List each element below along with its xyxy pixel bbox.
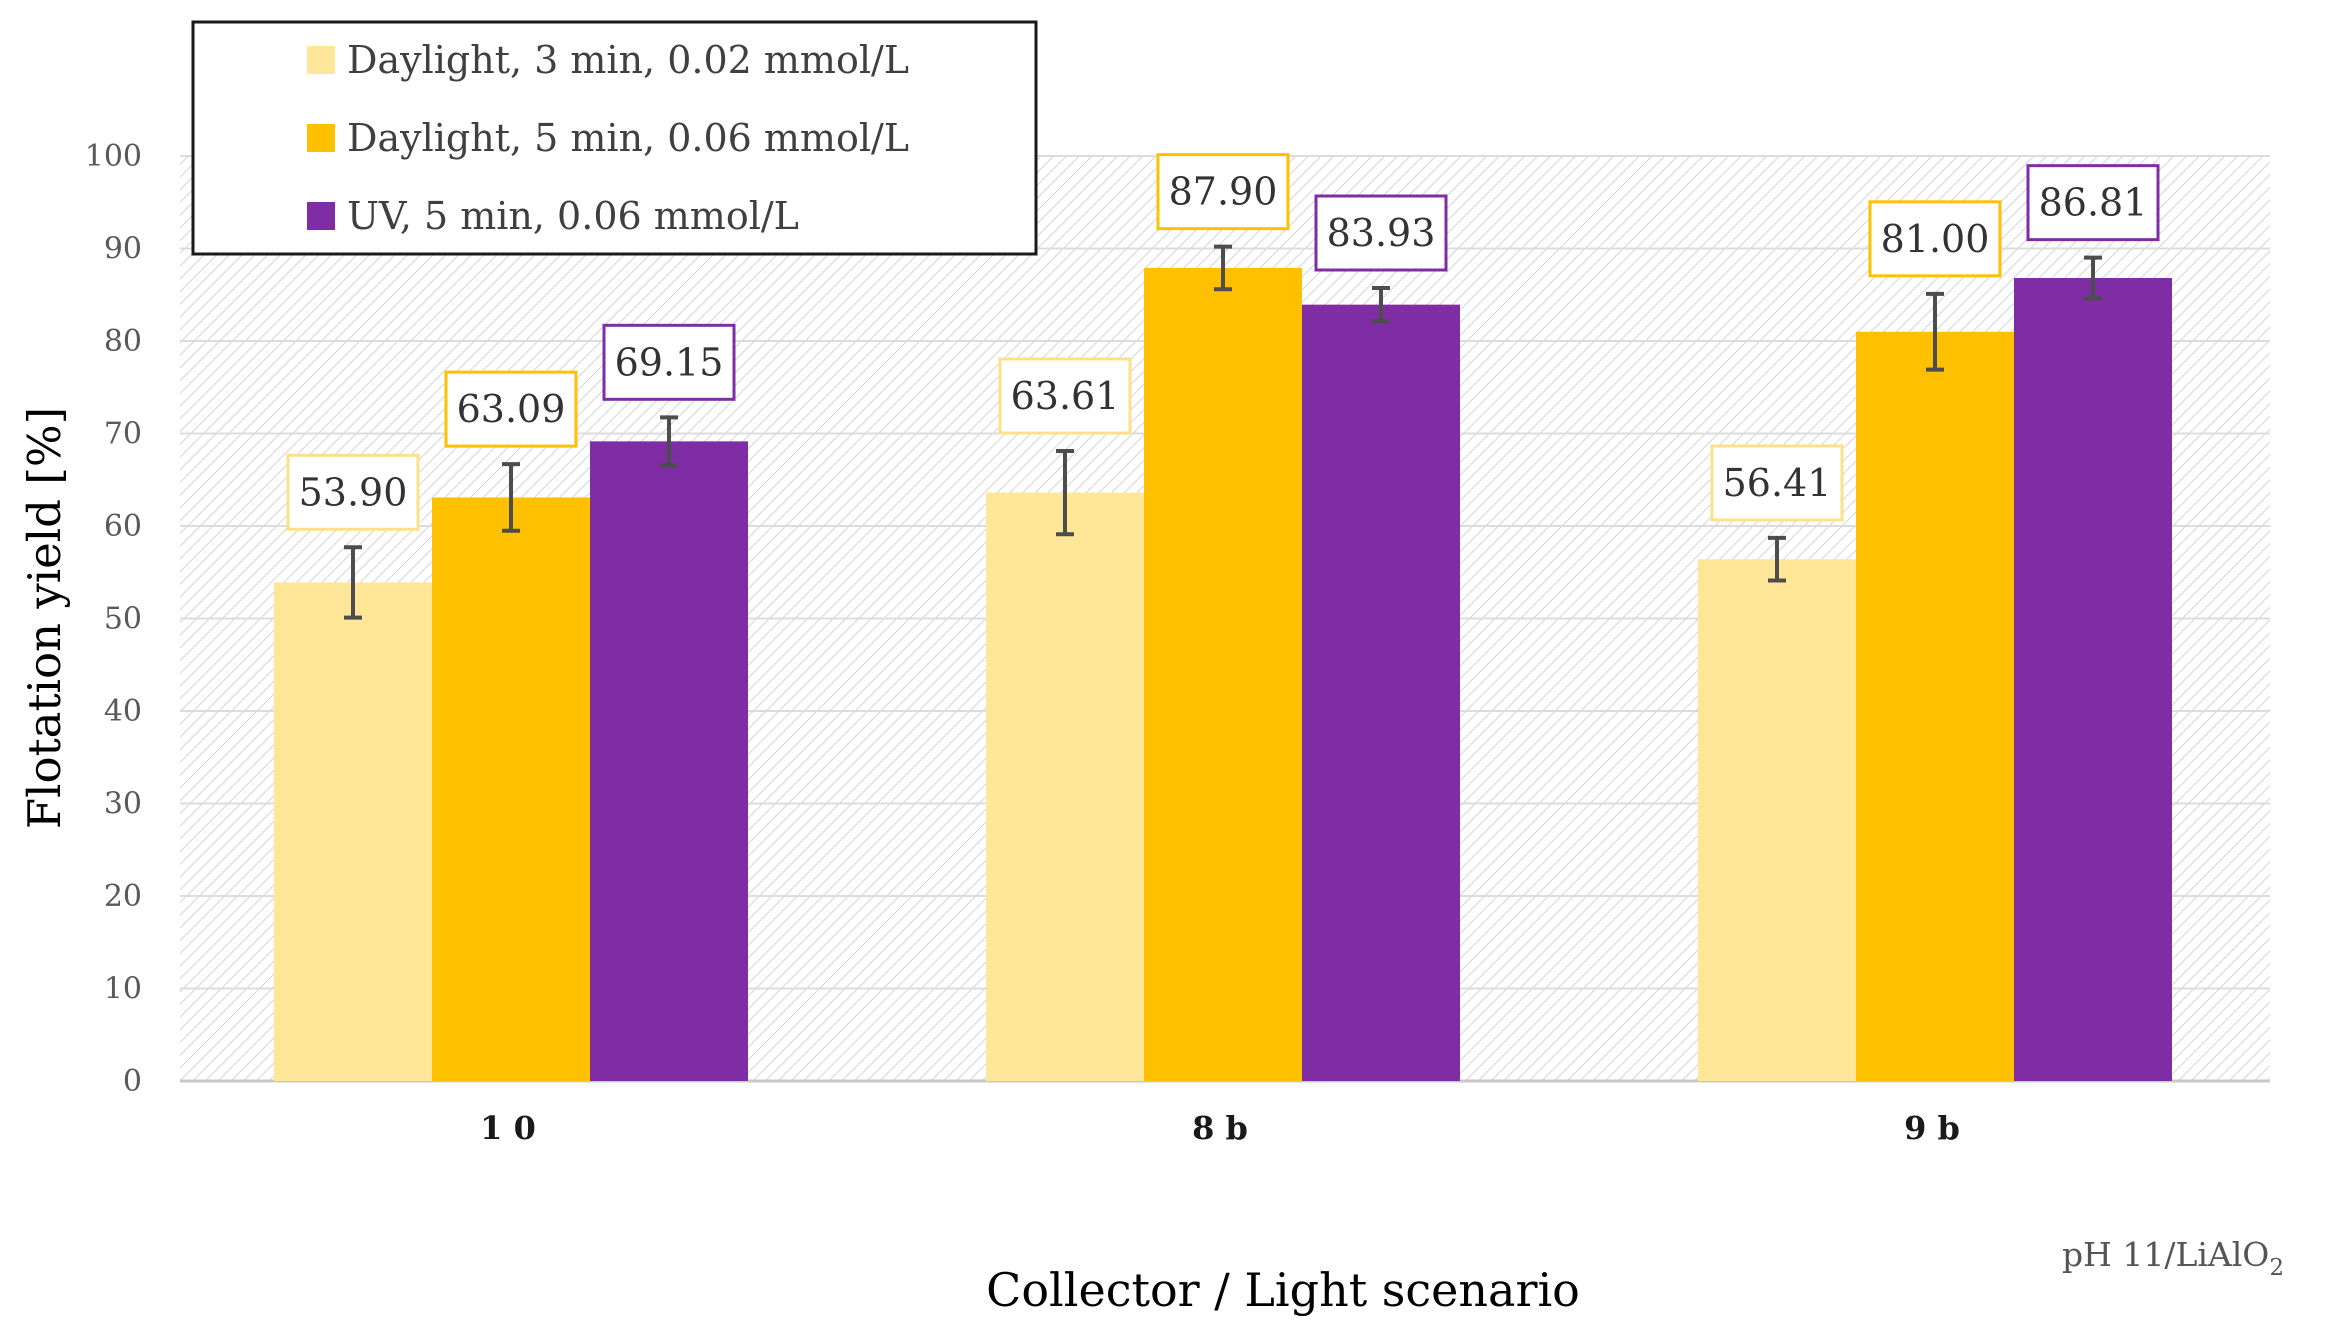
y-axis-label: Flotation yield [%] xyxy=(18,407,71,829)
y-tick-label: 80 xyxy=(104,324,142,359)
bar xyxy=(986,492,1144,1081)
x-tick-label: 8 b xyxy=(1192,1109,1248,1147)
condition-annotation: pH 11/LiAlO2 xyxy=(2062,1235,2284,1281)
legend-label: Daylight, 5 min, 0.06 mmol/L xyxy=(347,116,909,160)
y-tick-label: 30 xyxy=(104,787,142,822)
bar xyxy=(1698,559,1856,1081)
y-tick-label: 90 xyxy=(104,232,142,267)
data-label-box xyxy=(2026,164,2160,242)
bar-series: 53.90 63.61 56.41 63.09 87.90 81.00 69.15 83.93… xyxy=(274,153,2172,1082)
y-tick-label: 40 xyxy=(104,694,142,729)
data-label-box xyxy=(1314,194,1448,272)
x-tick-label: 1 0 xyxy=(480,1109,536,1147)
legend-swatch xyxy=(307,202,335,230)
legend-swatch xyxy=(307,124,335,152)
x-axis-ticks: 1 0 8 b 9 b xyxy=(480,1109,1960,1147)
y-tick-label: 0 xyxy=(123,1064,142,1099)
y-tick-label: 10 xyxy=(104,972,142,1007)
legend-label: UV, 5 min, 0.06 mmol/L xyxy=(347,194,799,238)
data-label: 63.09 xyxy=(457,387,566,431)
bar xyxy=(1302,304,1460,1082)
data-label: 83.93 xyxy=(1327,211,1436,255)
data-label: 56.41 xyxy=(1723,461,1832,505)
bar xyxy=(2014,278,2172,1081)
x-axis-label: Collector / Light scenario xyxy=(986,1263,1580,1317)
bar xyxy=(1856,331,2014,1081)
data-label: 87.90 xyxy=(1169,170,1278,214)
annotation-main: pH 11/LiAlO xyxy=(2062,1235,2269,1274)
data-label: 81.00 xyxy=(1881,217,1990,261)
bar xyxy=(590,441,748,1081)
data-label-box xyxy=(1710,444,1844,522)
bar xyxy=(432,497,590,1082)
data-label-box xyxy=(998,357,1132,435)
y-tick-label: 20 xyxy=(104,879,142,914)
y-tick-label: 50 xyxy=(104,602,142,637)
y-tick-label: 70 xyxy=(104,417,142,452)
data-label: 86.81 xyxy=(2039,181,2148,225)
y-axis-ticks: 0 10 20 30 40 50 60 70 80 90 100 xyxy=(85,139,142,1099)
data-label-box xyxy=(444,370,578,448)
legend-swatch xyxy=(307,46,335,74)
bar xyxy=(274,582,432,1081)
data-label: 53.90 xyxy=(299,470,408,514)
data-label: 63.61 xyxy=(1011,374,1120,418)
data-label-box xyxy=(286,453,420,531)
legend-label: Daylight, 3 min, 0.02 mmol/L xyxy=(347,38,909,82)
x-tick-label: 9 b xyxy=(1904,1109,1960,1147)
legend: Daylight, 3 min, 0.02 mmol/L Daylight, 5 … xyxy=(191,20,1038,256)
y-tick-label: 60 xyxy=(104,509,142,544)
data-label-box xyxy=(602,323,736,401)
data-label-box xyxy=(1156,153,1290,231)
data-label: 69.15 xyxy=(615,340,724,384)
annotation-subscript: 2 xyxy=(2269,1255,2284,1281)
y-tick-label: 100 xyxy=(85,139,142,174)
data-label-box xyxy=(1868,200,2002,278)
bar xyxy=(1144,267,1302,1081)
